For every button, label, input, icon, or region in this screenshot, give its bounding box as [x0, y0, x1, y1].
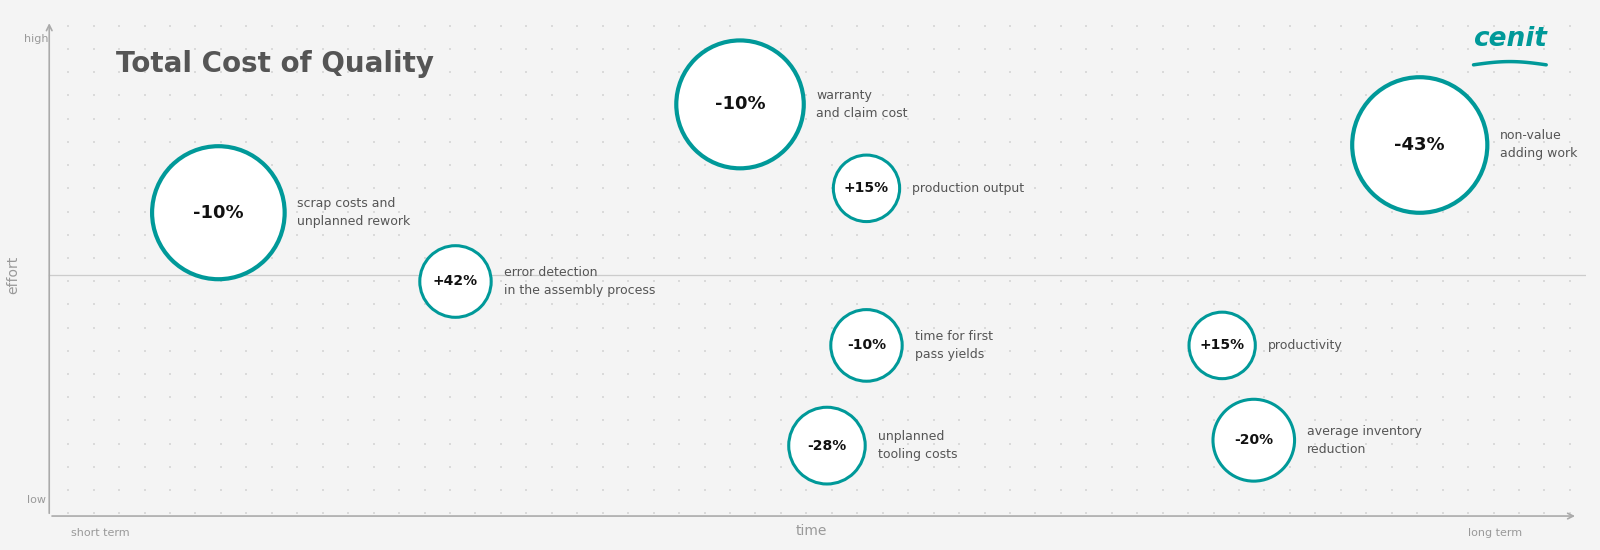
Ellipse shape [1189, 312, 1256, 378]
Ellipse shape [830, 310, 902, 381]
Text: long term: long term [1469, 527, 1523, 538]
Text: -10%: -10% [846, 338, 886, 353]
Text: -28%: -28% [808, 439, 846, 453]
Text: +15%: +15% [843, 182, 890, 195]
Text: -10%: -10% [715, 95, 765, 113]
Text: -20%: -20% [1234, 433, 1274, 447]
Text: time for first
pass yields: time for first pass yields [915, 330, 994, 361]
Ellipse shape [419, 246, 491, 317]
Text: +15%: +15% [1200, 338, 1245, 353]
Text: unplanned
tooling costs: unplanned tooling costs [878, 430, 957, 461]
Ellipse shape [789, 407, 866, 484]
Text: -10%: -10% [194, 204, 243, 222]
Ellipse shape [834, 155, 899, 222]
Text: low: low [27, 495, 46, 505]
Text: -43%: -43% [1395, 136, 1445, 154]
Text: short term: short term [70, 527, 130, 538]
Text: Total Cost of Quality: Total Cost of Quality [115, 50, 434, 78]
Ellipse shape [677, 40, 803, 168]
Ellipse shape [1352, 77, 1488, 213]
Ellipse shape [1213, 399, 1294, 481]
Text: high: high [24, 34, 50, 45]
Text: time: time [795, 524, 827, 538]
Text: productivity: productivity [1267, 339, 1342, 352]
Text: +42%: +42% [434, 274, 478, 289]
Text: scrap costs and
unplanned rework: scrap costs and unplanned rework [298, 197, 411, 228]
Text: effort: effort [6, 256, 19, 294]
Ellipse shape [152, 146, 285, 279]
Text: warranty
and claim cost: warranty and claim cost [816, 89, 907, 120]
Text: average inventory
reduction: average inventory reduction [1307, 425, 1422, 456]
Text: error detection
in the assembly process: error detection in the assembly process [504, 266, 656, 297]
Text: production output: production output [912, 182, 1024, 195]
Text: non-value
adding work: non-value adding work [1499, 129, 1578, 161]
Text: cenit: cenit [1474, 26, 1547, 52]
